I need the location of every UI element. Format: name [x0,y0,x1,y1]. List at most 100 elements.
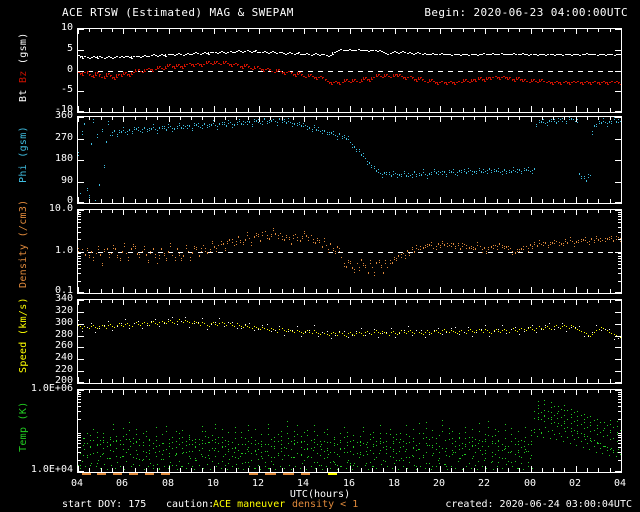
x-tick [598,117,599,120]
x-tick [576,197,577,203]
data-point [215,125,216,126]
data-point [347,432,348,433]
data-point [217,325,218,326]
x-tick [417,117,418,120]
y-tick-minor [78,433,81,434]
data-point [502,247,503,248]
data-point [301,447,302,448]
data-point [248,462,249,463]
data-point [442,171,443,172]
data-point [419,423,420,424]
data-point [99,56,101,57]
x-tick [146,390,147,393]
data-point [302,238,303,239]
data-point [264,51,266,52]
x-tick [463,390,464,393]
data-point [581,331,582,332]
data-point [487,170,488,171]
data-point [215,442,216,443]
data-point-noise [481,329,482,330]
x-tick [621,300,622,305]
data-point-noise [464,332,465,333]
x-tick [225,199,226,203]
x-tick [78,117,79,122]
data-point [102,265,103,266]
y-tick-minor [618,435,621,436]
x-tick [135,300,136,303]
data-point [166,449,167,450]
data-point [174,55,176,56]
data-point [404,52,406,53]
x-tick [259,390,260,395]
data-point [187,128,188,129]
data-line-segment [378,74,379,76]
data-point [142,72,144,73]
data-line-segment [471,79,472,81]
data-point [116,436,117,437]
x-tick [282,108,283,112]
data-point [307,129,308,130]
data-point [476,330,477,331]
data-point [196,322,197,323]
data-line-segment [82,56,83,58]
y-tick-major [78,300,84,301]
data-point [415,53,417,54]
x-tick [542,468,543,472]
data-point [605,122,606,123]
data-point [262,124,263,125]
data-point [420,249,421,250]
data-point [472,174,473,175]
data-point [111,253,112,254]
data-point-noise [314,325,315,326]
data-point [406,176,407,177]
data-point [565,241,566,242]
data-point [317,435,318,436]
x-tick-label: 08 [161,478,175,489]
x-tick [361,468,362,472]
x-tick [519,108,520,112]
data-point [339,248,340,249]
data-point [614,119,615,120]
x-tick [135,29,136,32]
data-point [283,53,285,54]
data-point [144,469,145,470]
data-point [202,431,203,432]
data-point [348,260,349,261]
data-point [573,119,574,120]
data-point [183,55,185,56]
data-point [594,54,596,55]
data-point [544,404,545,405]
data-point [169,456,170,457]
data-point [200,127,201,128]
y-tick-minor [618,443,621,444]
data-point [475,249,476,250]
data-point [282,239,283,240]
x-tick [123,466,124,472]
data-point [218,437,219,438]
data-point [597,55,599,56]
data-point [505,77,507,78]
data-point [240,456,241,457]
x-tick [587,300,588,303]
y-tick-label: 5 [66,43,73,54]
data-point [303,126,304,127]
data-point [212,461,213,462]
data-point [218,451,219,452]
x-tick [304,106,305,112]
data-point [427,445,428,446]
data-point [445,464,446,465]
x-tick [383,379,384,383]
data-point [530,54,532,55]
x-tick [440,377,441,383]
data-point [534,429,535,430]
density-caution-marker [161,473,170,475]
data-line-segment [541,79,542,81]
data-point [354,146,355,147]
data-point [278,235,279,236]
data-point [284,74,286,75]
data-point-noise [168,319,169,320]
data-point [572,241,573,242]
data-point [567,427,568,428]
data-point [611,448,612,449]
data-point [552,430,553,431]
